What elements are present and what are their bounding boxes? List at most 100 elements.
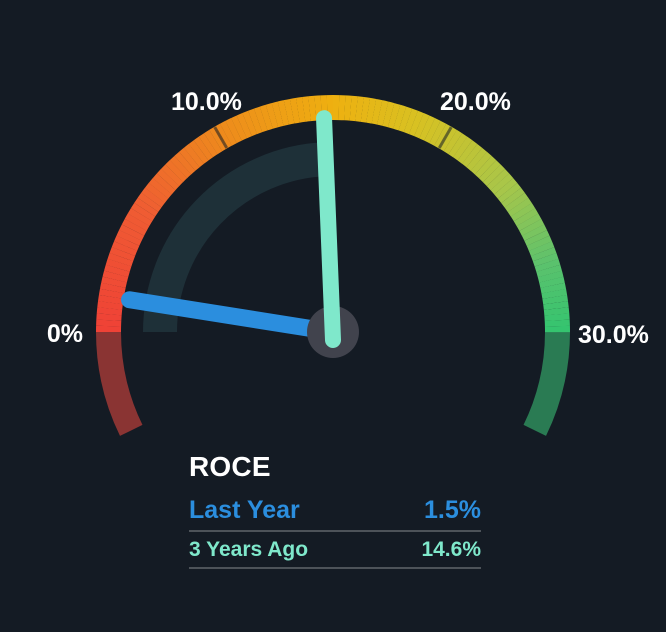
gauge-arc-segment — [486, 168, 510, 191]
gauge-arc-segment — [360, 97, 371, 123]
gauge-arc-segment — [542, 294, 568, 305]
gauge-legend: ROCE Last Year 1.5% 3 Years Ago 14.6% — [189, 450, 481, 569]
tick-label-10: 10.0% — [171, 88, 242, 116]
gauge-arc-segment — [539, 276, 565, 289]
gauge-arc-segment — [403, 108, 419, 135]
gauge-arc-segment — [470, 151, 492, 175]
tick-label-30: 30.0% — [578, 321, 649, 349]
gauge-arc-segment — [165, 160, 188, 183]
gauge-arc-segment — [99, 282, 126, 294]
gauge-arc-segment — [521, 224, 547, 241]
gauge-tick-mark — [437, 126, 453, 149]
gauge-arc-segment — [102, 270, 129, 283]
legend-row-three-years: 3 Years Ago 14.6% — [189, 532, 481, 567]
legend-label-last-year: Last Year — [189, 496, 300, 524]
gauge-arc-segment — [414, 113, 430, 139]
gauge-arc-segment — [466, 147, 487, 171]
gauge-arc-segment — [366, 97, 377, 124]
legend-value-three-years: 14.6% — [421, 538, 481, 561]
gauge-arc-segment — [219, 120, 237, 146]
gauge-arc-segment — [156, 168, 180, 191]
gauge-arc-segment — [203, 129, 223, 155]
gauge-arc-segment — [104, 264, 130, 278]
gauge-arc-segment — [101, 276, 127, 288]
gauge-arc-segment — [534, 258, 561, 272]
gauge-extension-arcs — [96, 331, 570, 436]
gauge-arc-segment — [302, 96, 311, 122]
gauge-arc-segment — [97, 300, 123, 310]
gauge-arc-segment — [253, 106, 268, 133]
gauge-arc-segment — [408, 110, 424, 137]
legend-label-three-years: 3 Years Ago — [189, 538, 309, 561]
gauge-arc-segment — [230, 115, 247, 141]
gauge-arc-segment — [424, 118, 441, 144]
gauge-arc-segment — [349, 95, 358, 122]
gauge-arc-segment — [541, 288, 568, 299]
tick-label-0: 0% — [47, 320, 83, 348]
gauge-arc-segment — [371, 98, 383, 125]
gauge-arc-segment — [528, 241, 555, 257]
gauge-arc-segment — [419, 115, 436, 141]
gauge-tick-mark — [213, 126, 229, 149]
gauge-arc-segment — [532, 252, 559, 267]
gauge-arc-segment — [526, 235, 552, 251]
gauge-arc-segment — [519, 218, 545, 236]
gauge-arc-segment — [462, 143, 483, 168]
gauge-arc-segment — [289, 97, 300, 124]
gauge-arc-segment — [114, 235, 140, 251]
gauge-arc-segment — [536, 264, 562, 278]
gauge-arc-segment — [259, 104, 273, 131]
gauge-arc-segment — [134, 197, 159, 217]
page-title: ROCE — [189, 451, 271, 482]
gauge-arc-segment — [137, 192, 162, 212]
arc-below-min — [96, 331, 143, 436]
gauge-arc-segment — [490, 173, 514, 195]
gauge-arc-segment — [169, 155, 192, 179]
legend-divider-top — [189, 530, 481, 532]
gauge-arc-segment — [271, 101, 284, 128]
legend-row-last-year: Last Year 1.5% — [189, 496, 481, 530]
gauge-arc-segment — [283, 98, 295, 125]
gauge-arc-segment — [179, 147, 200, 171]
gauge-arc-segment — [277, 100, 290, 126]
gauge-arc-segment — [183, 143, 205, 168]
gauge-arc-segment — [510, 202, 536, 222]
gauge-arc-segment — [188, 140, 209, 164]
gauge-arc-segment — [443, 129, 463, 155]
gauge-arc-segment — [119, 224, 145, 241]
needle-three-years — [316, 110, 341, 348]
gauge-arc-segment — [457, 140, 478, 164]
gauge-arc-segment — [295, 97, 306, 123]
gauge-main-arc — [96, 94, 571, 333]
gauge-arc-segment — [144, 182, 169, 203]
gauge-arc-segment — [494, 178, 518, 199]
gauge-arc-segment — [478, 160, 501, 183]
gauge-arc-segment — [127, 208, 153, 227]
needle-last-year — [121, 291, 342, 341]
gauge-tick-marks — [213, 126, 453, 149]
gauge-arc-segment — [543, 307, 570, 316]
gauge-arc-segment — [124, 213, 150, 231]
gauge-arc-segment — [107, 252, 134, 267]
gauge-arc-segment — [161, 164, 184, 187]
gauge-arc-segment — [141, 187, 165, 208]
legend-value-last-year: 1.5% — [424, 496, 481, 524]
gauge-arc-segment — [242, 110, 258, 137]
gauge-arc-segment — [530, 247, 557, 262]
gauge-arc-segment — [98, 288, 125, 299]
gauge-arc-segment — [453, 136, 473, 161]
gauge-arc-segment — [507, 197, 532, 217]
gauge-arc-segment — [516, 213, 542, 231]
gauge-arc-segment — [116, 229, 142, 246]
gauge-arc-segment — [377, 100, 389, 126]
arc-above-max — [523, 331, 570, 436]
gauge-arc-segment — [148, 178, 172, 199]
gauge-arc-segment — [524, 229, 550, 246]
gauge-arc-segment — [355, 96, 365, 122]
gauge-arc-segment — [109, 246, 136, 262]
gauge-arc-segment — [474, 155, 497, 179]
gauge-arc-segment — [236, 113, 252, 139]
gauge-arc-segment — [121, 218, 147, 236]
gauge-arc-segment — [265, 103, 279, 129]
